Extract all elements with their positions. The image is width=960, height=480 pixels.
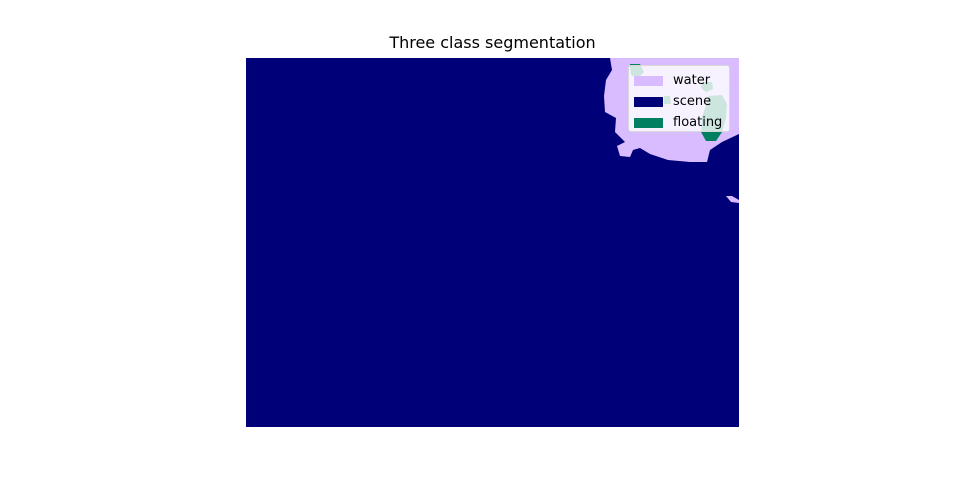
region-water-speck [726,196,739,203]
legend: water scene floating [628,65,730,132]
legend-swatch-water [634,75,663,86]
legend-label-scene: scene [673,94,712,109]
legend-entry-water: water [634,70,729,91]
legend-label-floating: floating [673,115,723,130]
legend-label-water: water [673,73,711,88]
legend-swatch-floating [634,117,663,128]
legend-swatch-scene [634,96,663,107]
legend-entry-scene: scene [634,91,729,112]
chart-title: Three class segmentation [389,33,596,52]
legend-entry-floating: floating [634,112,729,133]
